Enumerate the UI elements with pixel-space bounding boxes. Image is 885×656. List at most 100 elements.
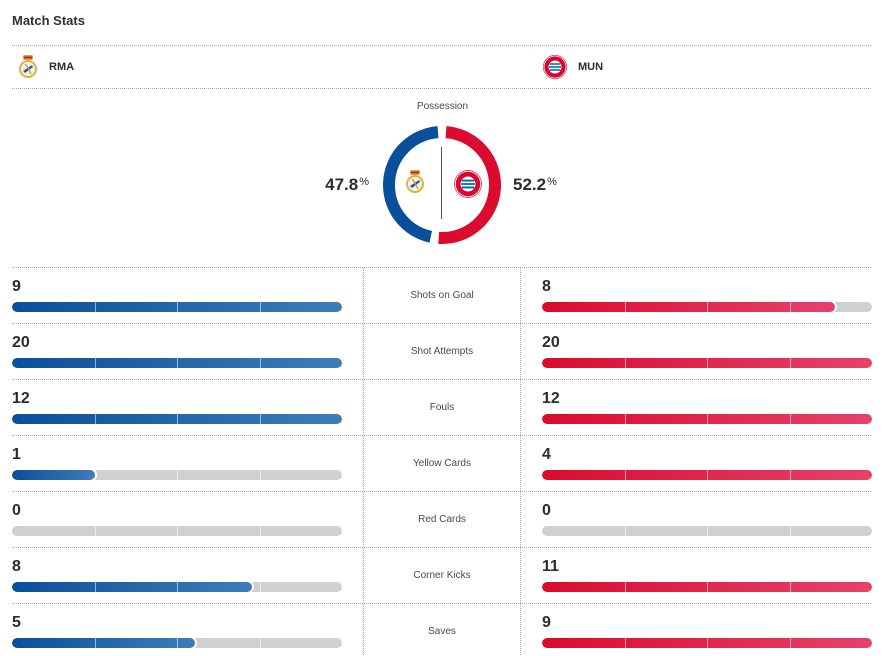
possession-donut-chart xyxy=(383,126,501,244)
home-stat-bar xyxy=(12,526,342,536)
bar-tick xyxy=(624,526,626,536)
stats-table: 9 Shots on Goal 8 20 Shot Attempts 20 12 xyxy=(12,267,872,656)
stat-row: 9 Shots on Goal 8 xyxy=(12,267,872,323)
bayern-munich-crest-icon xyxy=(454,170,482,198)
home-stat-value: 5 xyxy=(12,614,21,631)
bar-tick xyxy=(707,582,708,592)
bar-tick xyxy=(624,638,626,648)
bar-tick xyxy=(177,582,178,592)
bar-tick xyxy=(259,414,261,424)
away-team-abbr: MUN xyxy=(578,61,604,73)
stat-row: 8 Corner Kicks 11 xyxy=(12,547,872,603)
bar-tick xyxy=(94,358,96,368)
home-stat-value: 9 xyxy=(12,278,21,295)
bar-tick xyxy=(789,638,791,648)
bar-tick xyxy=(789,302,791,312)
stat-name: Shots on Goal xyxy=(363,268,521,323)
stat-row: 0 Red Cards 0 xyxy=(12,491,872,547)
away-stat-bar xyxy=(542,638,872,648)
away-stat-value: 20 xyxy=(542,334,560,351)
away-stat-value: 8 xyxy=(542,278,551,295)
bar-tick xyxy=(94,414,96,424)
real-madrid-crest-icon xyxy=(406,170,424,193)
away-stat-bar xyxy=(542,582,872,592)
stat-name: Shot Attempts xyxy=(363,324,521,379)
bar-tick xyxy=(707,470,708,480)
bar-tick xyxy=(789,358,791,368)
home-stat-bar xyxy=(12,638,342,648)
stat-row: 20 Shot Attempts 20 xyxy=(12,323,872,379)
bar-tick xyxy=(177,414,178,424)
home-stat-bar xyxy=(12,358,342,368)
away-stat-value: 9 xyxy=(542,614,551,631)
away-stat-bar xyxy=(542,470,872,480)
bar-tick xyxy=(707,358,708,368)
bar-tick xyxy=(789,414,791,424)
bar-tick xyxy=(624,582,626,592)
home-team[interactable]: RMA xyxy=(17,46,74,88)
bar-tick xyxy=(177,470,178,480)
home-stat-bar xyxy=(12,302,342,312)
home-possession-value: 47.8% xyxy=(325,175,369,194)
bar-tick xyxy=(94,526,96,536)
away-stat-value: 4 xyxy=(542,446,551,463)
bar-tick xyxy=(707,414,708,424)
away-stat-value: 12 xyxy=(542,390,560,407)
home-stat-bar xyxy=(12,582,342,592)
bayern-munich-crest-icon xyxy=(543,55,567,79)
bar-tick xyxy=(259,582,261,592)
home-possession-arc xyxy=(383,126,439,243)
bar-tick xyxy=(94,582,96,592)
stat-name: Yellow Cards xyxy=(363,436,521,491)
bar-tick xyxy=(707,302,708,312)
home-stat-value: 8 xyxy=(12,558,21,575)
stat-name: Corner Kicks xyxy=(363,548,521,603)
bar-tick xyxy=(259,302,261,312)
bar-tick xyxy=(94,638,96,648)
donut-divider xyxy=(441,147,442,219)
stat-row: 12 Fouls 12 xyxy=(12,379,872,435)
home-stat-value: 20 xyxy=(12,334,30,351)
home-stat-bar xyxy=(12,414,342,424)
stat-name: Fouls xyxy=(363,380,521,435)
away-possession-arc xyxy=(438,126,501,244)
real-madrid-crest-icon xyxy=(19,55,37,78)
stat-name: Saves xyxy=(363,604,521,656)
bar-tick xyxy=(94,302,96,312)
bar-tick xyxy=(789,582,791,592)
home-stat-bar-fill xyxy=(12,582,252,592)
bar-tick xyxy=(624,470,626,480)
bar-tick xyxy=(259,526,261,536)
bar-tick xyxy=(624,358,626,368)
home-stat-bar-fill xyxy=(12,638,196,648)
away-stat-bar xyxy=(542,302,872,312)
bar-tick xyxy=(624,302,626,312)
away-stat-value: 0 xyxy=(542,502,551,519)
page-title: Match Stats xyxy=(12,13,85,28)
bar-tick xyxy=(259,638,261,648)
bar-tick xyxy=(624,414,626,424)
home-stat-value: 1 xyxy=(12,446,21,463)
away-stat-bar-fill xyxy=(542,302,836,312)
away-stat-bar xyxy=(542,414,872,424)
home-stat-bar-fill xyxy=(12,470,95,480)
away-team[interactable]: MUN xyxy=(542,46,603,88)
bar-tick xyxy=(177,302,178,312)
bar-tick xyxy=(259,358,261,368)
away-possession-value: 52.2% xyxy=(513,175,557,194)
away-stat-value: 11 xyxy=(542,558,559,575)
bar-tick xyxy=(259,470,261,480)
bar-tick xyxy=(177,358,178,368)
bar-tick xyxy=(789,526,791,536)
bar-tick xyxy=(177,526,178,536)
bar-tick xyxy=(789,470,791,480)
home-stat-value: 0 xyxy=(12,502,21,519)
stat-name: Red Cards xyxy=(363,492,521,547)
home-team-abbr: RMA xyxy=(49,61,75,73)
away-stat-bar xyxy=(542,358,872,368)
bar-tick xyxy=(707,638,708,648)
home-stat-bar xyxy=(12,470,342,480)
possession-section: Possession 47.8% 52.2% xyxy=(0,95,885,260)
bar-tick xyxy=(707,526,708,536)
home-stat-value: 12 xyxy=(12,390,30,407)
